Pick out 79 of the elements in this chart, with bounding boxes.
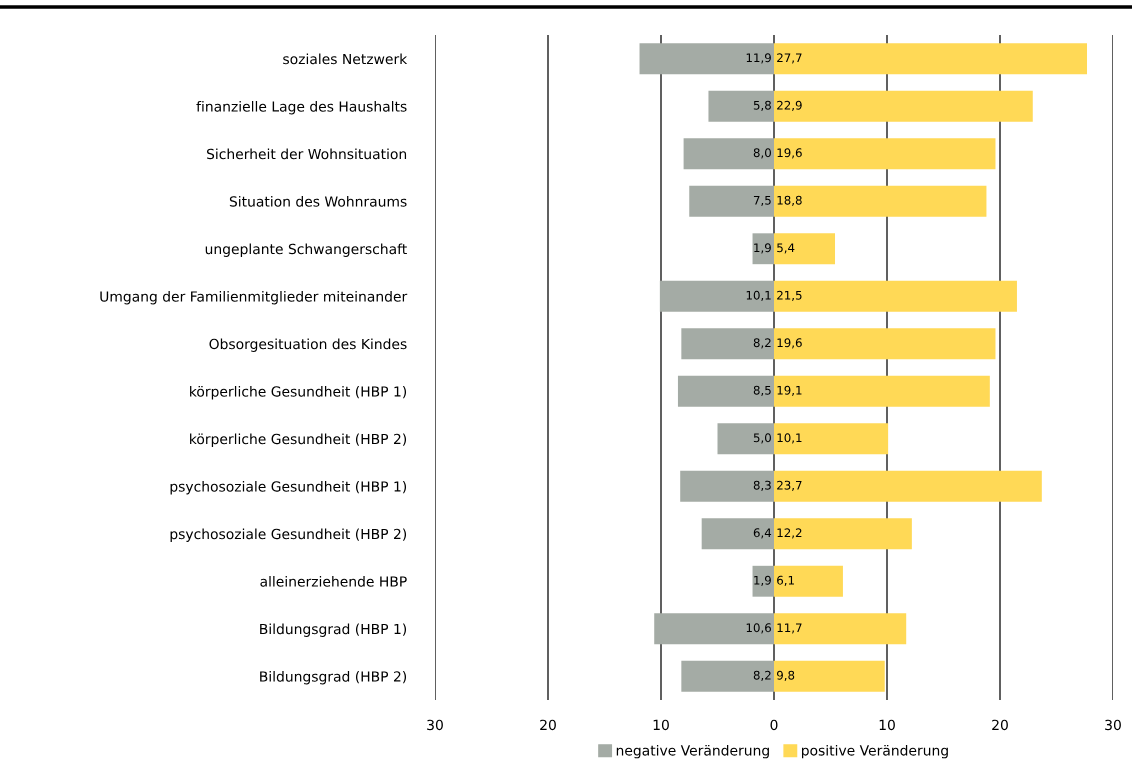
bar: [680, 470, 774, 502]
bar: [717, 423, 774, 455]
y-tick-label: ungeplante Schwangerschaft: [205, 243, 407, 257]
bar: [701, 518, 774, 550]
data-label: 8,3: [753, 480, 771, 491]
bar: [683, 138, 774, 170]
x-tick-label: 0: [770, 719, 778, 731]
bar: [774, 613, 907, 645]
x-tick-label: 10: [879, 719, 895, 731]
y-tick-label: körperliche Gesundheit (HBP 1): [190, 385, 407, 400]
y-tick-label: Bildungsgrad (HBP 1): [260, 623, 407, 637]
legend-label: positive Veränderung: [802, 744, 948, 759]
data-label: 22,9: [777, 100, 802, 111]
y-tick-label: Sicherheit der Wohnsituation: [206, 148, 407, 160]
data-label: 1,9: [754, 575, 771, 586]
bar: [774, 185, 987, 217]
data-label: 19,6: [777, 148, 802, 159]
bar: [752, 565, 774, 597]
x-tick-label: 20: [540, 719, 556, 731]
y-tick-label: Obsorgesituation des Kindes: [209, 338, 407, 352]
y-tick-label: finanzielle Lage des Haushalts: [196, 100, 407, 115]
bar: [774, 90, 1033, 122]
data-label: 19,6: [777, 338, 802, 349]
bar: [774, 518, 912, 550]
data-label: 21,5: [777, 290, 802, 301]
data-label: 5,4: [777, 243, 795, 254]
bar: [774, 423, 889, 455]
bar: [774, 328, 996, 360]
y-tick-label: Situation des Wohnraums: [229, 195, 407, 207]
bar: [774, 565, 843, 597]
data-label: 9,8: [777, 670, 795, 681]
data-label: 1,9: [754, 243, 771, 254]
data-label: 18,8: [777, 195, 802, 206]
data-label: 10,1: [777, 433, 802, 444]
bar: [774, 660, 885, 692]
y-tick-label: alleinerziehende HBP: [260, 575, 407, 587]
data-label: 5,0: [753, 433, 771, 444]
data-label: 7,5: [753, 195, 771, 206]
y-tick-label: Bildungsgrad (HBP 2): [260, 670, 407, 685]
legend-label: negative Veränderung: [616, 744, 769, 759]
bar: [681, 328, 774, 360]
data-label: 5,8: [753, 100, 771, 111]
data-label: 19,1: [777, 385, 802, 396]
bar: [774, 43, 1088, 75]
data-label: 6,1: [777, 575, 794, 586]
bar: [752, 233, 774, 265]
data-label: 11,9: [746, 53, 771, 64]
bar: [774, 138, 996, 170]
bar: [659, 280, 774, 312]
data-label: 8,2: [753, 670, 771, 681]
bar: [689, 185, 774, 217]
data-label: 10,6: [746, 623, 771, 634]
bar: [774, 375, 990, 407]
x-tick-label: 20: [992, 719, 1008, 731]
data-label: 12,2: [777, 528, 802, 539]
y-tick-label: körperliche Gesundheit (HBP 2): [190, 433, 407, 447]
x-tick-label: 10: [653, 719, 669, 731]
data-label: 8,2: [753, 338, 771, 349]
bar: [681, 660, 774, 692]
data-label: 23,7: [777, 480, 802, 491]
data-label: 11,7: [777, 623, 802, 634]
x-tick-label: 30: [427, 719, 443, 731]
data-label: 8,0: [753, 148, 771, 159]
data-label: 10,1: [746, 290, 771, 301]
bar: [774, 233, 836, 265]
x-tick-label: 30: [1105, 719, 1121, 731]
y-tick-label: soziales Netzwerk: [283, 53, 408, 65]
bar: [639, 43, 774, 75]
data-label: 6,4: [753, 528, 772, 539]
bar: [708, 90, 774, 122]
y-tick-label: psychosoziale Gesundheit (HBP 1): [170, 480, 407, 495]
bar: [774, 280, 1017, 312]
data-label: 8,5: [753, 385, 771, 396]
bar: [774, 470, 1042, 502]
y-tick-label: psychosoziale Gesundheit (HBP 2): [170, 528, 407, 542]
bar: [677, 375, 774, 407]
bar: [654, 613, 774, 645]
data-label: 27,7: [777, 53, 802, 64]
y-tick-label: Umgang der Familienmitglieder miteinander: [100, 290, 408, 305]
